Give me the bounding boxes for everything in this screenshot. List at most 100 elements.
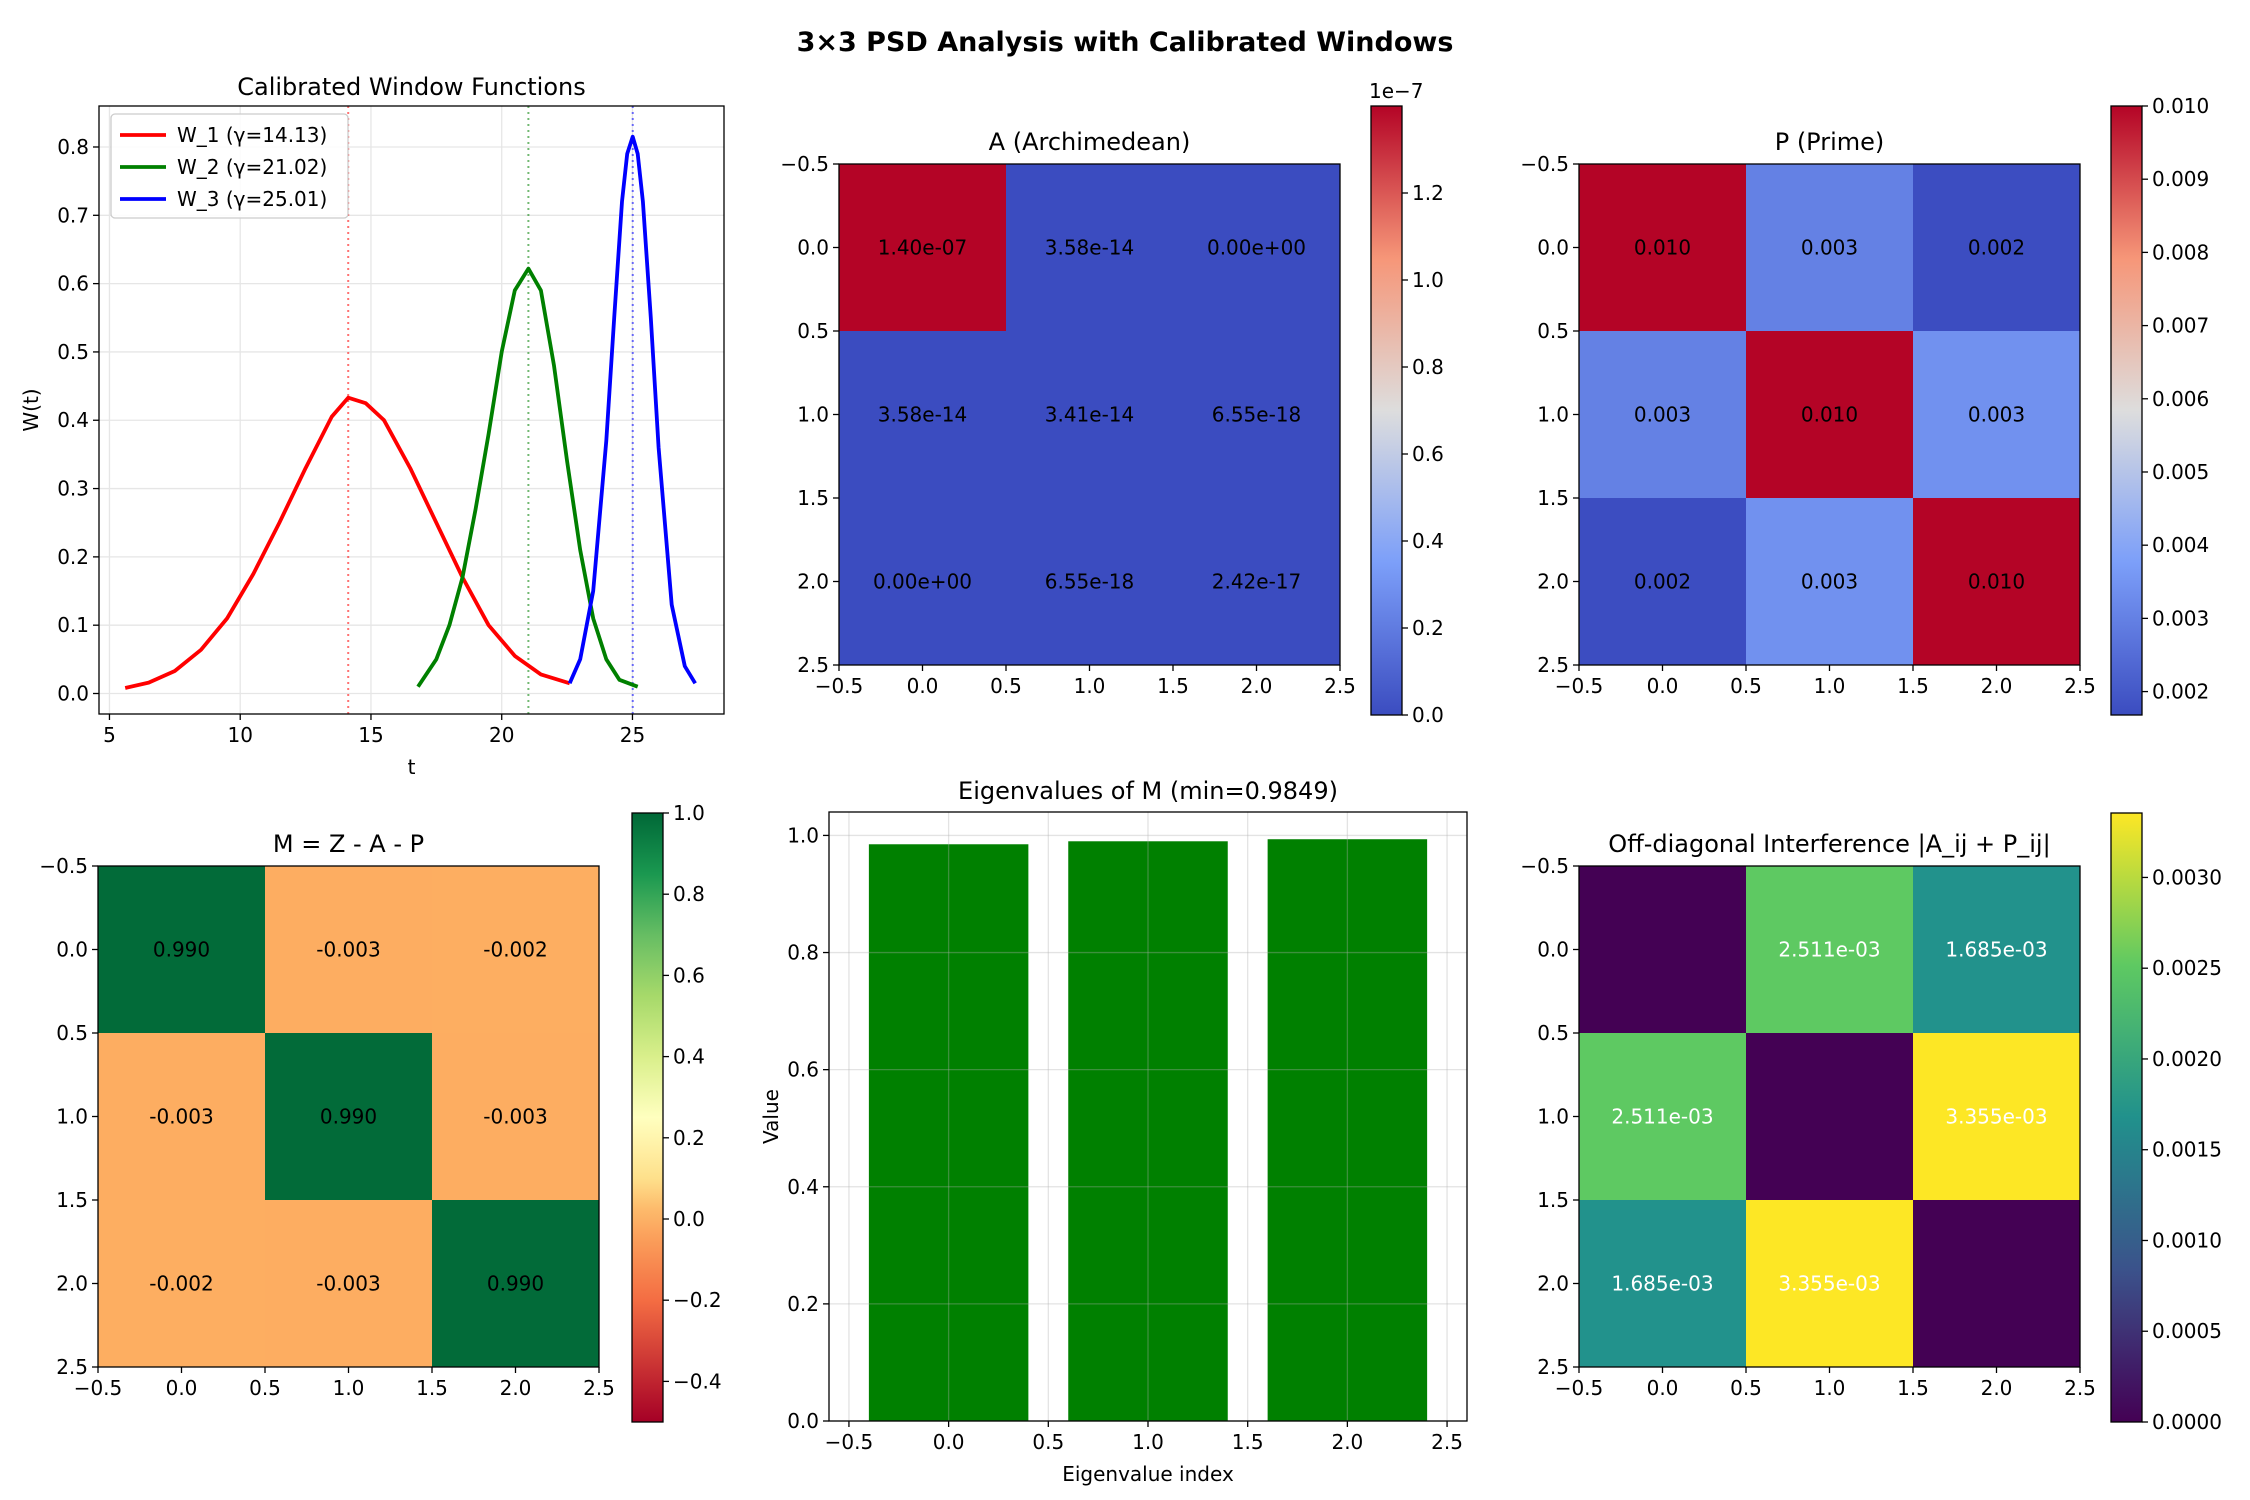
colorbar-tick-label: 0.2 — [1412, 616, 1444, 640]
colorbar-tick-label: 0.002 — [2152, 680, 2209, 704]
colorbar-tick-label: 0.8 — [1412, 355, 1444, 379]
x-tick-label: 1.5 — [1232, 1430, 1264, 1454]
y-tick-label: 1.0 — [56, 1105, 88, 1129]
x-tick-label: 1.0 — [333, 1376, 365, 1400]
x-tick-label: −0.5 — [815, 674, 864, 698]
y-tick-label: 1.0 — [1537, 1105, 1569, 1129]
cell-value-label: 0.010 — [1634, 236, 1691, 260]
colorbar-tick-label: 0.0000 — [2152, 1410, 2222, 1434]
cell-value-label: 2.42e-17 — [1212, 570, 1302, 594]
colorbar-tick-label: 0.8 — [673, 882, 705, 906]
heatmap-cell — [98, 1033, 266, 1201]
heatmap-cell — [1173, 164, 1341, 332]
x-tick-label: 2.0 — [1241, 674, 1273, 698]
y-axis-label: Value — [759, 1089, 783, 1144]
interference-heatmap: 2.511e-03 1.685e-03 2.511e-03 3.355e-03 1.68… — [1520, 812, 2222, 1434]
x-tick-label: 2.0 — [1331, 1430, 1363, 1454]
cell-value-label: 0.990 — [320, 1105, 377, 1129]
eigenvalues-bar-chart: −0.5 0.0 0.5 1.0 1.5 2.0 2.50.00.20.40.60.81.0… — [759, 777, 1468, 1486]
x-tick-label: 0.5 — [1730, 1376, 1762, 1400]
y-tick-label: 2.0 — [797, 570, 829, 594]
heatmap-cell — [1579, 498, 1747, 666]
heatmap-cell — [1746, 1033, 1914, 1201]
heatmap-cell — [1746, 1200, 1914, 1368]
cell-value-label: -0.003 — [316, 938, 380, 962]
cell-value-label: 0.990 — [153, 938, 210, 962]
heatmap-cell — [1913, 866, 2081, 1034]
heatmap-cell — [1913, 1200, 2081, 1368]
x-tick-label: 25 — [620, 723, 645, 747]
legend-label: W_2 (γ=21.02) — [177, 155, 327, 179]
y-tick-label: 0.5 — [797, 319, 829, 343]
cell-value-label: -0.002 — [149, 1272, 213, 1296]
y-tick-label: 0.5 — [1537, 1021, 1569, 1045]
y-tick-label: 0.2 — [57, 545, 89, 569]
y-tick-label: 1.0 — [787, 823, 819, 847]
colorbar: 0.0 0.2 0.4 0.6 0.8 1.0 1.2 1e−7 — [1369, 79, 1444, 727]
heatmap-cell — [432, 1200, 600, 1368]
cell-value-label: 0.003 — [1801, 570, 1858, 594]
x-tick-label: 1.5 — [1157, 674, 1189, 698]
heatmap-cell — [1006, 498, 1174, 666]
window-functions-plot: 5 10 15 20 25 0.0 0.1 0.2 0.3 0.4 0.5 0.6 0.7 0.8 Cali… — [19, 73, 725, 779]
cell-value-label: 0.00e+00 — [1207, 236, 1306, 260]
cell-value-label: 0.003 — [1634, 403, 1691, 427]
y-axis-label: W(t) — [19, 388, 43, 431]
x-axis-label: t — [408, 755, 416, 779]
x-tick-label: 2.5 — [583, 1376, 615, 1400]
colorbar-tick-label: 0.0 — [1412, 703, 1444, 727]
colorbar-tick-label: 0.4 — [1412, 529, 1444, 553]
colorbar-tick-label: 0.005 — [2152, 460, 2209, 484]
y-tick-label: 0.5 — [57, 340, 89, 364]
colorbar-gradient — [1370, 105, 1403, 716]
colorbar-tick-label: 1.0 — [1412, 268, 1444, 292]
chart-title: M = Z - A - P — [273, 830, 424, 858]
heatmap-cell — [1746, 498, 1914, 666]
y-tick-label: 1.0 — [797, 403, 829, 427]
heatmap-cell — [1913, 164, 2081, 332]
colorbar-tick-label: 1.0 — [673, 801, 705, 825]
y-tick-label: 2.5 — [1537, 1355, 1569, 1379]
x-tick-label: 0.0 — [907, 674, 939, 698]
cell-value-label: 0.010 — [1968, 570, 2025, 594]
y-tick-label: −0.5 — [39, 854, 88, 878]
chart-title: P (Prime) — [1775, 128, 1885, 156]
m-matrix-heatmap: 0.990 -0.003 -0.002 -0.003 0.990 -0.003 -0.002… — [39, 801, 722, 1423]
cell-value-label: 3.58e-14 — [1045, 236, 1135, 260]
cell-value-label: 0.003 — [1968, 403, 2025, 427]
y-tick-label: 2.5 — [1537, 653, 1569, 677]
cell-value-label: 6.55e-18 — [1045, 570, 1135, 594]
heatmap-cell — [1579, 1200, 1747, 1368]
x-tick-label: −0.5 — [825, 1430, 874, 1454]
x-tick-label: −0.5 — [1555, 1376, 1604, 1400]
x-tick-label: 2.0 — [500, 1376, 532, 1400]
x-tick-label: 0.5 — [990, 674, 1022, 698]
cell-value-label: 3.58e-14 — [878, 403, 968, 427]
heatmap-cell — [432, 1033, 600, 1201]
colorbar-tick-label: 0.004 — [2152, 533, 2209, 557]
y-tick-label: 2.5 — [797, 653, 829, 677]
heatmap-cell — [1579, 331, 1747, 499]
colorbar-tick-label: 0.006 — [2152, 387, 2209, 411]
x-tick-label: 20 — [489, 723, 514, 747]
colorbar-tick-label: −0.4 — [673, 1369, 722, 1393]
legend-box — [110, 113, 349, 219]
colorbar-tick-label: 0.4 — [673, 1045, 705, 1069]
heatmap-cell — [1006, 164, 1174, 332]
series-line-w2 — [416, 266, 639, 689]
bar — [868, 844, 1029, 1421]
cell-value-label: 3.355e-03 — [1945, 1105, 2047, 1129]
cell-value-label: -0.003 — [149, 1105, 213, 1129]
cell-value-label: 0.990 — [487, 1272, 544, 1296]
chart-title: Off-diagonal Interference |A_ij + P_ij| — [1608, 830, 2050, 858]
colorbar-tick-label: 0.0 — [673, 1207, 705, 1231]
cell-value-label: 3.355e-03 — [1778, 1272, 1880, 1296]
cell-value-label: 1.685e-03 — [1945, 938, 2047, 962]
legend: W_1 (γ=14.13) W_2 (γ=21.02) W_3 (γ=25.01) — [110, 113, 349, 219]
x-tick-label: 2.5 — [1324, 674, 1356, 698]
colorbar: 0.0000 0.0005 0.0010 0.0015 0.0020 0.0025 0.00… — [2110, 812, 2222, 1434]
heatmap-cell — [839, 331, 1007, 499]
y-tick-label: 1.5 — [56, 1188, 88, 1212]
colorbar-offset-text: 1e−7 — [1369, 79, 1424, 103]
x-tick-label: −0.5 — [74, 1376, 123, 1400]
